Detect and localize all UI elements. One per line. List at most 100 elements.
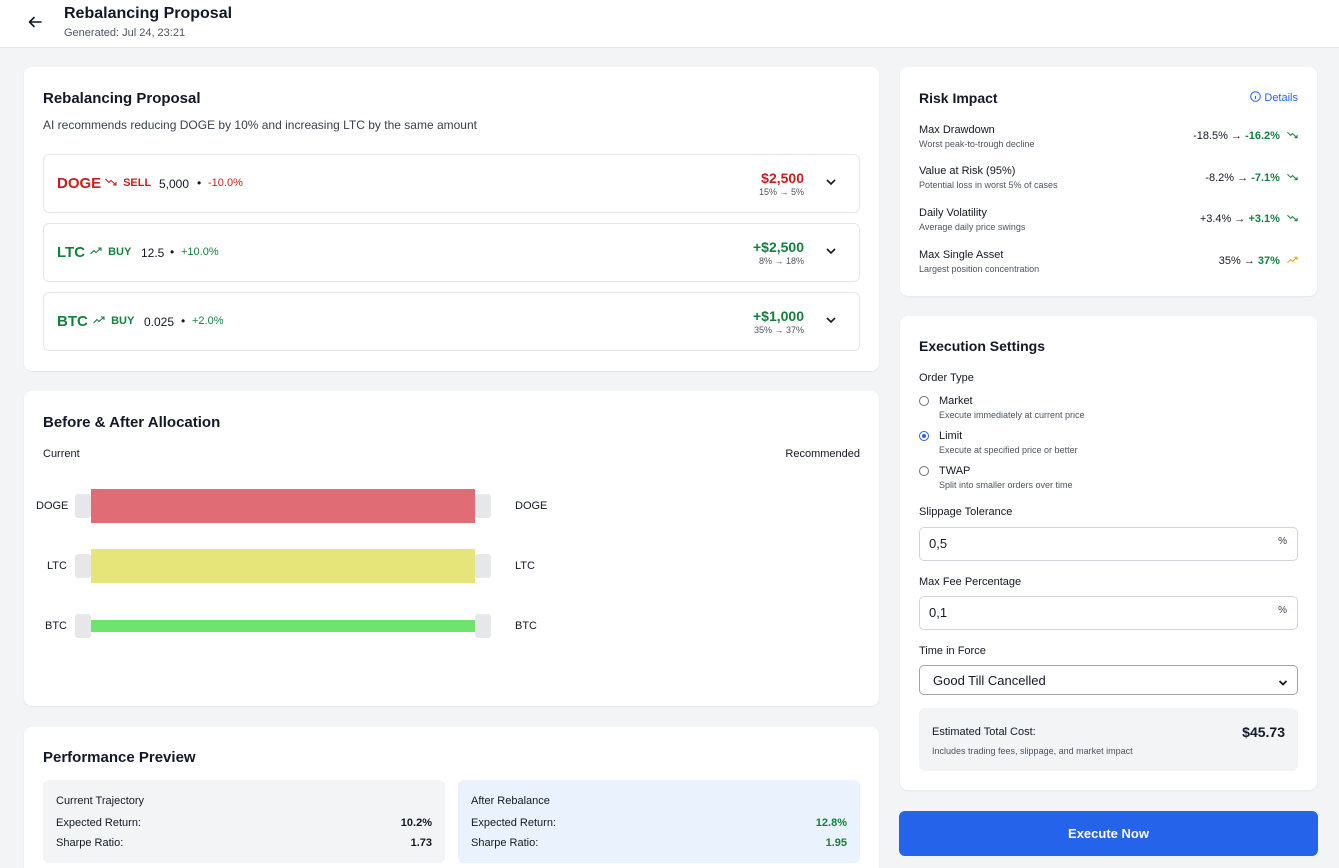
order-type-label: Order Type — [919, 372, 974, 384]
alloc-left-label: DOGE — [36, 500, 69, 512]
order-type-market-radio[interactable] — [919, 396, 929, 406]
back-arrow-icon[interactable] — [28, 12, 46, 32]
order-type-limit-radio[interactable] — [919, 431, 929, 441]
proposal-summary: AI recommends reducing DOGE by 10% and i… — [43, 118, 477, 132]
risk-metric-value: +3.4% → +3.1% — [1200, 213, 1298, 225]
order-type-market-label[interactable]: Market — [939, 395, 973, 407]
trade-change: +2.0% — [192, 315, 224, 327]
proposal-title: Rebalancing Proposal — [43, 90, 201, 107]
trade-quantity: 12.5 — [141, 246, 165, 260]
trade-quantity: 5,000 — [159, 177, 190, 191]
performance-card: Performance Preview Current Trajectory E… — [24, 727, 879, 868]
separator-dot: • — [170, 245, 175, 259]
generated-timestamp: Generated: Jul 24, 23:21 — [64, 27, 186, 39]
risk-metric-desc: Largest position concentration — [919, 264, 1040, 274]
risk-impact-card: Risk Impact Details Max Drawdown Worst p… — [900, 67, 1317, 296]
after-rebalance-title: After Rebalance — [471, 795, 550, 807]
trade-allocation: 8% → 18% — [758, 256, 804, 266]
performance-title: Performance Preview — [43, 749, 196, 766]
alloc-right-label: LTC — [515, 560, 535, 572]
order-type-market-desc: Execute immediately at current price — [939, 410, 1085, 420]
estimated-cost-note: Includes trading fees, slippage, and mar… — [932, 746, 1133, 756]
bar-cap-right — [475, 554, 491, 578]
separator-dot: • — [197, 176, 202, 190]
trade-row-ltc[interactable]: LTC BUY 12.5 • +10.0% +$2,500 8% → 18% — [43, 223, 860, 282]
order-type-limit-label[interactable]: Limit — [939, 430, 963, 442]
chevron-down-icon[interactable] — [825, 313, 837, 325]
trending-down-icon — [105, 177, 120, 189]
alloc-left-label: BTC — [45, 620, 67, 632]
risk-metric-value: 35% → 37% — [1219, 255, 1298, 267]
risk-impact-title: Risk Impact — [919, 90, 998, 106]
current-trajectory-title: Current Trajectory — [56, 795, 145, 807]
allocation-bar-ltc — [91, 549, 475, 583]
details-link[interactable]: Details — [1250, 91, 1298, 105]
expected-return-value: 10.2% — [400, 817, 432, 829]
risk-metric-desc: Average daily price swings — [919, 222, 1026, 232]
trade-change: -10.0% — [208, 177, 243, 189]
trade-change: +10.0% — [181, 246, 219, 258]
risk-metric-name: Value at Risk (95%) — [919, 165, 1016, 177]
after-rebalance-box: After Rebalance Expected Return: 12.8% S… — [458, 780, 860, 863]
estimated-cost-label: Estimated Total Cost: — [932, 726, 1036, 738]
top-bar: Rebalancing Proposal Generated: Jul 24, … — [0, 0, 1339, 48]
risk-metric-desc: Potential loss in worst 5% of cases — [919, 180, 1058, 190]
slippage-tolerance-label: Slippage Tolerance — [919, 506, 1013, 518]
trade-symbol: BTC — [57, 313, 88, 330]
trade-symbol: DOGE — [57, 175, 102, 192]
trade-side-sell: SELL — [105, 177, 151, 189]
slippage-tolerance-field[interactable]: % — [919, 527, 1298, 561]
max-fee-field[interactable]: % — [919, 596, 1298, 630]
max-fee-label: Max Fee Percentage — [919, 576, 1022, 588]
trade-allocation: 35% → 37% — [753, 325, 804, 335]
risk-metric-value: -18.5% → -16.2% — [1193, 130, 1298, 142]
sharpe-ratio-value: 1.95 — [825, 837, 847, 849]
risk-metric-desc: Worst peak-to-trough decline — [919, 139, 1035, 149]
sharpe-ratio-value: 1.73 — [410, 837, 432, 849]
trending-up-icon — [1287, 255, 1298, 267]
execution-settings-title: Execution Settings — [919, 338, 1046, 354]
allocation-title: Before & After Allocation — [43, 414, 221, 431]
risk-metric-name: Daily Volatility — [919, 207, 987, 219]
bar-cap-left — [75, 494, 91, 518]
trade-quantity: 0.025 — [144, 315, 175, 329]
trending-down-icon — [1287, 213, 1298, 225]
separator-dot: • — [181, 314, 186, 328]
bar-cap-left — [75, 614, 91, 638]
bar-cap-left — [75, 554, 91, 578]
allocation-bar-btc — [91, 620, 475, 632]
risk-metric-value: -8.2% → -7.1% — [1205, 172, 1298, 184]
sharpe-ratio-label: Sharpe Ratio: — [56, 837, 124, 849]
order-type-twap-radio[interactable] — [919, 466, 929, 476]
time-in-force-select[interactable]: Good Till Cancelled — [919, 665, 1298, 695]
order-type-limit-desc: Execute at specified price or better — [939, 445, 1078, 455]
chevron-down-icon — [1278, 675, 1288, 686]
alloc-right-label: BTC — [515, 620, 537, 632]
estimated-cost-box: Estimated Total Cost: $45.73 Includes tr… — [919, 708, 1298, 771]
trade-row-btc[interactable]: BTC BUY 0.025 • +2.0% +$1,000 35% → 37% — [43, 292, 860, 351]
recommended-label: Recommended — [785, 448, 860, 460]
risk-metric-name: Max Single Asset — [919, 249, 1004, 261]
chevron-down-icon[interactable] — [825, 175, 837, 187]
percent-unit: % — [1278, 605, 1287, 616]
execute-now-button[interactable]: Execute Now — [899, 811, 1318, 856]
trade-row-doge[interactable]: DOGE SELL 5,000 • -10.0% $2,500 15% → 5% — [43, 154, 860, 213]
order-type-twap-label[interactable]: TWAP — [939, 465, 971, 477]
expected-return-label: Expected Return: — [471, 817, 556, 829]
trending-up-icon — [93, 315, 108, 327]
trade-amount: +$2,500 — [753, 239, 804, 255]
current-trajectory-box: Current Trajectory Expected Return: 10.2… — [43, 780, 445, 863]
proposal-card: Rebalancing Proposal AI recommends reduc… — [24, 67, 879, 371]
order-type-twap-desc: Split into smaller orders over time — [939, 480, 1073, 490]
sharpe-ratio-label: Sharpe Ratio: — [471, 837, 539, 849]
alloc-right-label: DOGE — [515, 500, 548, 512]
slippage-tolerance-input[interactable] — [929, 536, 1259, 551]
percent-unit: % — [1278, 536, 1287, 547]
max-fee-input[interactable] — [929, 605, 1259, 620]
trending-down-icon — [1287, 130, 1298, 142]
chevron-down-icon[interactable] — [825, 244, 837, 256]
info-icon — [1250, 91, 1262, 105]
bar-cap-right — [475, 614, 491, 638]
trade-amount: +$1,000 — [753, 308, 804, 324]
execution-settings-card: Execution Settings Order Type Market Exe… — [900, 316, 1317, 790]
